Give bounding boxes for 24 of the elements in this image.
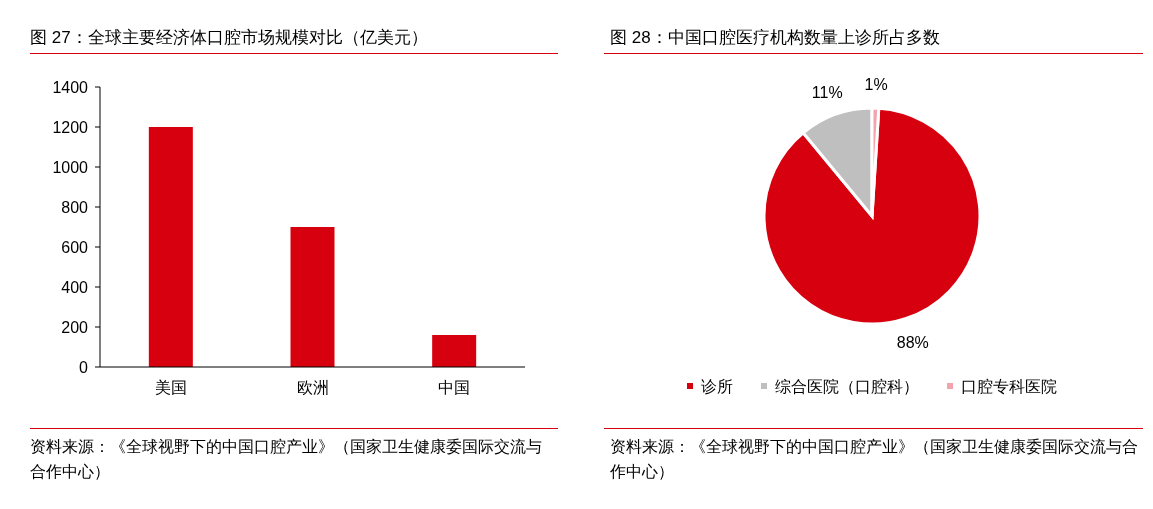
- legend-label: 诊所: [701, 378, 733, 395]
- y-tick-label: 200: [61, 319, 89, 336]
- data-label: 88%: [896, 333, 929, 351]
- chart-title: 图 28：中国口腔医疗机构数量上诊所占多数: [610, 27, 940, 49]
- text: 资料来源：《全球视野下的中国口腔产业》（国家卫生健康委国际交流与合作中心）: [30, 437, 543, 482]
- bar: [432, 335, 477, 367]
- legend-label: 口腔专科医院: [961, 378, 1057, 395]
- x-tick-label: 美国: [154, 379, 187, 396]
- y-tick-label: 800: [61, 199, 89, 216]
- text: 资料来源：《全球视野下的中国口腔产业》（国家卫生健康委国际交流与合作中心）: [610, 437, 1139, 482]
- x-tick-label: 中国: [438, 379, 471, 396]
- y-tick-label: 400: [61, 279, 89, 296]
- y-tick-label: 1200: [52, 119, 89, 136]
- legend-label: 综合医院（口腔科）: [775, 378, 919, 395]
- bar: [290, 227, 335, 367]
- chart-title: 图 27：全球主要经济体口腔市场规模对比（亿美元）: [30, 27, 428, 49]
- y-tick-label: 600: [61, 239, 89, 256]
- data-label: 11%: [811, 83, 843, 101]
- y-tick-label: 1400: [52, 79, 89, 96]
- y-tick-label: 0: [79, 359, 89, 376]
- data-label: 1%: [864, 76, 888, 94]
- bar: [148, 127, 193, 367]
- y-tick-label: 1000: [52, 159, 89, 176]
- x-tick-label: 欧洲: [296, 379, 329, 396]
